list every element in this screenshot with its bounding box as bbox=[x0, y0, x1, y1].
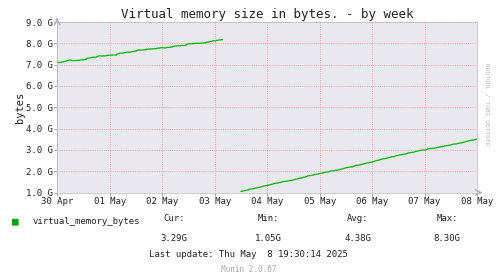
Text: 1.05G: 1.05G bbox=[255, 234, 282, 243]
Text: virtual_memory_bytes: virtual_memory_bytes bbox=[32, 217, 140, 226]
Text: Cur:: Cur: bbox=[163, 214, 185, 223]
Text: Munin 2.0.67: Munin 2.0.67 bbox=[221, 265, 276, 274]
Text: RRDTOOL / TOBI OETIKER: RRDTOOL / TOBI OETIKER bbox=[485, 63, 490, 146]
Text: Avg:: Avg: bbox=[347, 214, 369, 223]
Text: ■: ■ bbox=[12, 216, 19, 226]
Text: Max:: Max: bbox=[436, 214, 458, 223]
Text: Last update: Thu May  8 19:30:14 2025: Last update: Thu May 8 19:30:14 2025 bbox=[149, 250, 348, 259]
Y-axis label: bytes: bytes bbox=[15, 92, 25, 123]
Text: 3.29G: 3.29G bbox=[161, 234, 187, 243]
Text: Min:: Min: bbox=[257, 214, 279, 223]
Text: 8.30G: 8.30G bbox=[434, 234, 461, 243]
Text: 4.38G: 4.38G bbox=[344, 234, 371, 243]
Title: Virtual memory size in bytes. - by week: Virtual memory size in bytes. - by week bbox=[121, 8, 414, 21]
